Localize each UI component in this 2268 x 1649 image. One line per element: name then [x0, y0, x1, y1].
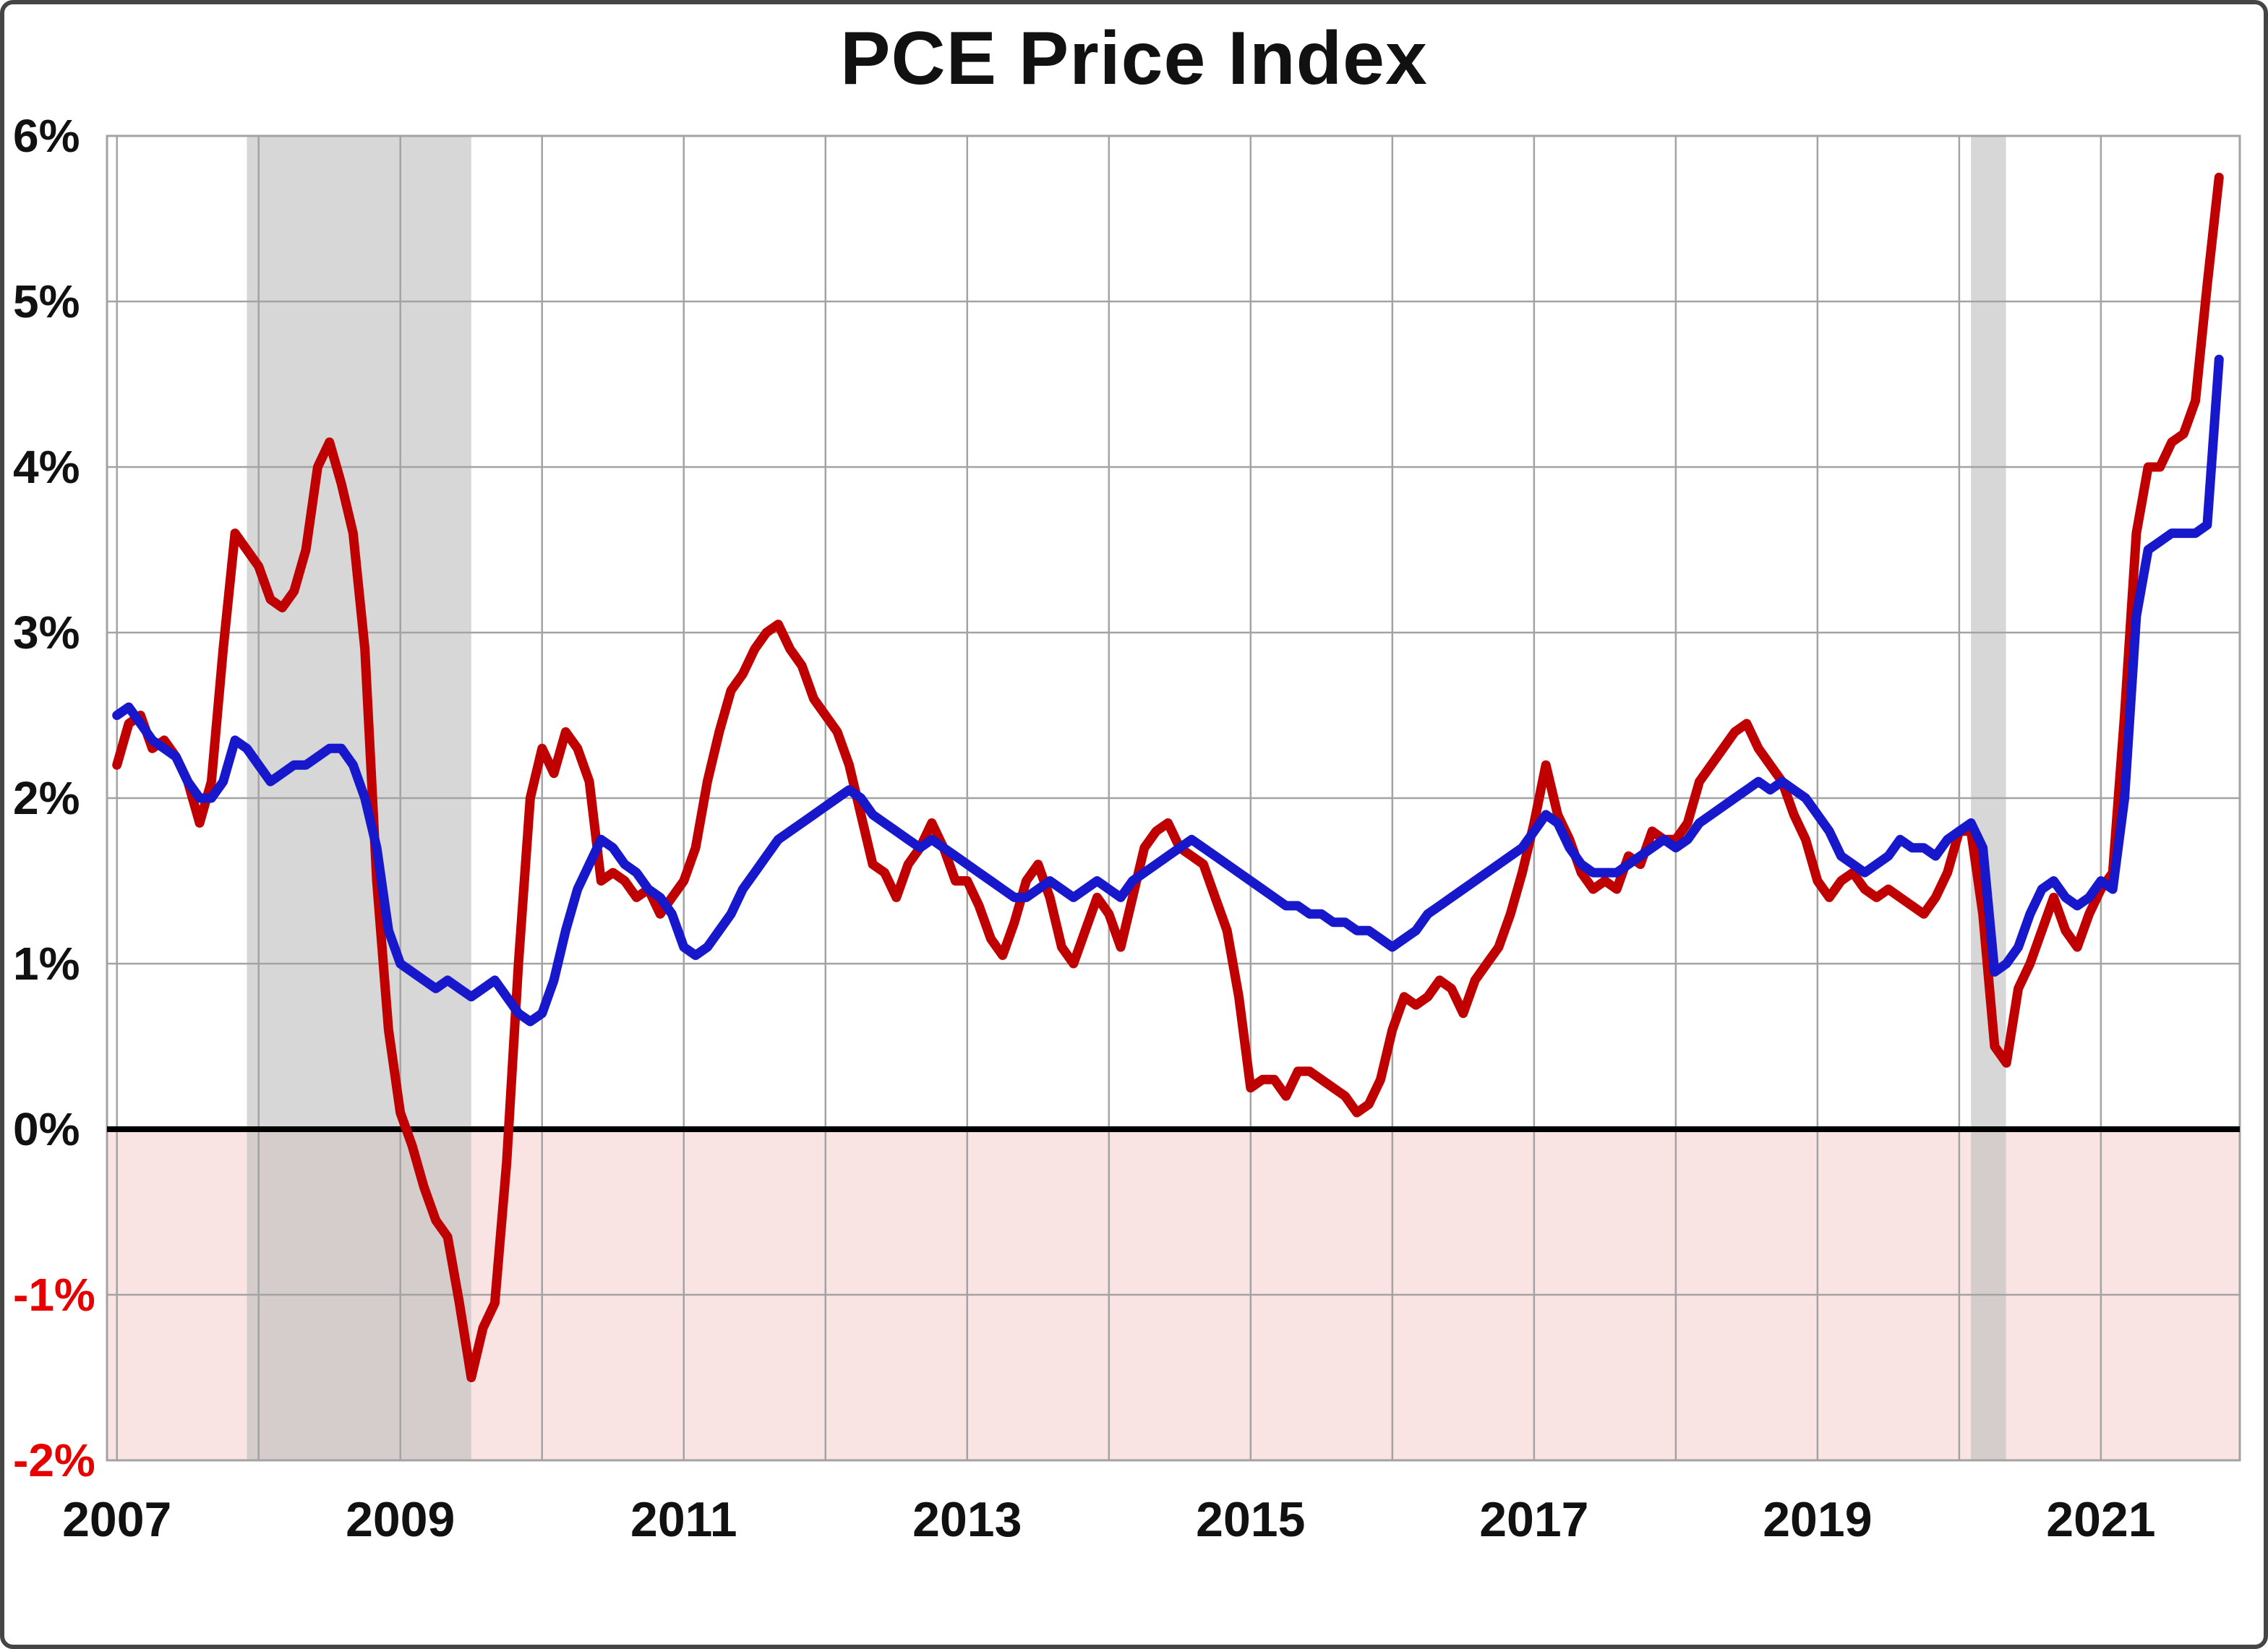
y-axis-label: -2% [13, 1434, 95, 1486]
x-axis-label: 2017 [1479, 1492, 1588, 1547]
y-axis-label: -1% [13, 1269, 95, 1321]
y-axis-label: 3% [13, 607, 80, 659]
x-axis-label: 2011 [630, 1492, 737, 1547]
y-axis-label: 4% [13, 441, 80, 493]
y-axis-label: 6% [13, 110, 80, 162]
y-axis-label: 2% [13, 772, 80, 824]
red-series-line [112, 172, 2224, 1382]
y-axis-label: 0% [13, 1103, 80, 1155]
y-axis-label: 1% [13, 938, 80, 990]
chart-title: PCE Price Index [840, 17, 1428, 100]
plot-border [106, 134, 2241, 1462]
x-axis-label: 2007 [62, 1492, 171, 1547]
blue-series-line [112, 354, 2224, 1027]
x-axis-label: 2015 [1196, 1492, 1305, 1547]
x-axis-label: 2009 [346, 1492, 455, 1547]
x-axis-label: 2021 [2046, 1492, 2155, 1547]
x-axis-label: 2013 [912, 1492, 1022, 1547]
x-axis-label: 2019 [1763, 1492, 1872, 1547]
y-axis-label: 5% [13, 275, 80, 327]
